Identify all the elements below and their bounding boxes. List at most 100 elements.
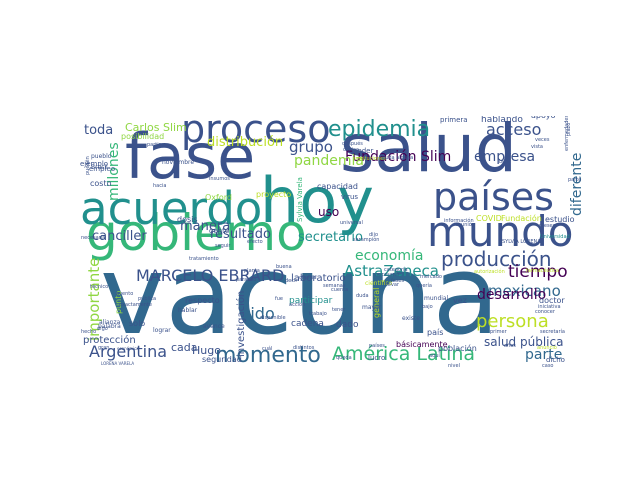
word-sylvia-varela: Sylvia Varela bbox=[296, 177, 304, 222]
word-produccion: producción bbox=[441, 247, 552, 271]
word-mexicano: mexicano bbox=[488, 282, 561, 300]
word-necesaria: necesaria bbox=[81, 235, 106, 241]
word-proyecto: proyecto bbox=[256, 190, 292, 199]
word-covid: COVID bbox=[476, 214, 502, 223]
word-buena: buena bbox=[276, 264, 292, 270]
word-pandemia: pandemia bbox=[294, 153, 364, 169]
word-economia: economía bbox=[355, 248, 424, 264]
word-exactamente: exactamente bbox=[119, 302, 152, 308]
word-hugo: Hugo bbox=[192, 344, 221, 357]
word-poblacion: población bbox=[438, 344, 477, 353]
word-fue: fue bbox=[275, 296, 284, 302]
word-laboratorio: laboratorio bbox=[291, 273, 346, 284]
word-digo: digo bbox=[97, 326, 108, 332]
word-noviembre: noviembre bbox=[162, 159, 195, 166]
word-anos: años bbox=[504, 343, 516, 349]
word-empleo: empleo bbox=[89, 165, 116, 173]
word-efecto: efecto bbox=[247, 239, 263, 245]
word-america-latina: América Latina bbox=[332, 343, 476, 365]
word-alianza: alianza bbox=[99, 319, 121, 326]
word-seguir: seguir bbox=[215, 243, 231, 249]
word-doctor: doctor bbox=[539, 296, 565, 305]
word-canciller: canciller bbox=[92, 229, 147, 244]
word-hablar: hablar bbox=[178, 307, 198, 314]
word-tecnico: técnico bbox=[90, 284, 109, 290]
word-queda: queda bbox=[336, 355, 352, 361]
word-decir: decir bbox=[285, 278, 298, 284]
word-evento: evento bbox=[116, 291, 134, 297]
word-cadena: cadena bbox=[291, 319, 324, 329]
word-clinica: clínica bbox=[343, 147, 359, 153]
word-vacuna: vacuna bbox=[100, 231, 500, 359]
word-reunion: reunión bbox=[456, 222, 475, 228]
word-uso: uso bbox=[318, 205, 340, 219]
word-distribucion: distribución bbox=[207, 135, 284, 150]
word-universidad: Universidad bbox=[540, 234, 570, 240]
word-veces: veces bbox=[535, 137, 550, 143]
word-instituciones: instituciones bbox=[354, 156, 386, 162]
word-dijo: dijo bbox=[369, 232, 379, 238]
word-avance: avance bbox=[203, 323, 225, 330]
word-llevar: llevar bbox=[385, 282, 399, 288]
word-ejemplo: ejemplo bbox=[80, 160, 109, 168]
word-ciencia: ciencia bbox=[299, 275, 317, 281]
word-lograr: lograr bbox=[153, 327, 171, 334]
word-solo: solo bbox=[129, 319, 146, 328]
word-fases: fases bbox=[391, 278, 405, 284]
word-semanas: semanas bbox=[323, 283, 346, 289]
word-fundacion-slim: Fundación Slim bbox=[345, 149, 452, 165]
word-tratamiento: tratamiento bbox=[189, 256, 219, 262]
word-paralelo: paralelo bbox=[236, 277, 257, 283]
word-caso: caso bbox=[542, 363, 554, 369]
word-anuncio: anuncio bbox=[537, 345, 557, 351]
word-palabra: palabra bbox=[98, 323, 121, 330]
word-gran: gran bbox=[98, 345, 110, 351]
word-resultado: resultado bbox=[210, 227, 271, 242]
word-meses: meses bbox=[539, 223, 556, 229]
word-cual: cuál bbox=[262, 346, 273, 352]
word-dado: dado bbox=[336, 320, 359, 330]
word-economica: económica bbox=[117, 346, 139, 351]
word-acuerdo: acuerdo bbox=[80, 182, 263, 235]
word-paises: países bbox=[433, 175, 554, 219]
word-parte: parte bbox=[568, 177, 582, 183]
word-brasil: Brasil bbox=[91, 164, 108, 171]
word-parte: parte bbox=[525, 347, 563, 363]
word-duda: duda bbox=[356, 293, 369, 299]
word-fundacion: Fundación bbox=[501, 214, 542, 223]
word-empresa: empresa bbox=[474, 149, 536, 165]
word-sarampion: sarampión bbox=[353, 237, 380, 243]
word-toda: toda bbox=[84, 123, 114, 138]
word-cientifico: científico bbox=[365, 280, 393, 287]
word-apoyo: apoyo bbox=[531, 116, 556, 120]
word-duda-alguna: duda alguna bbox=[382, 155, 414, 161]
word-categoria: categoría bbox=[384, 267, 408, 273]
word-aqui: aquí bbox=[429, 353, 440, 359]
word-cloud: vacuna fase salud hoy gobierno acuerdo proceso… bbox=[79, 116, 582, 368]
word-conocer: conocer bbox=[535, 309, 555, 315]
word-pueden: pueden bbox=[85, 156, 91, 175]
word-pais: país bbox=[427, 328, 444, 337]
word-salud-publica: salud pública bbox=[484, 335, 564, 349]
word-queria: quería bbox=[416, 283, 432, 289]
word-seguridad: seguridad bbox=[202, 355, 242, 364]
word-necesario: necesario bbox=[375, 272, 400, 278]
word-secretaria: secretaría bbox=[540, 329, 565, 335]
word-diferente: diferente bbox=[569, 152, 582, 216]
word-universal: universal bbox=[340, 220, 363, 226]
word-marcelo-ebrard: MARCELO EBRARD bbox=[136, 266, 285, 285]
word-carlos-slim: Carlos Slim bbox=[125, 121, 187, 134]
word-cada: cada bbox=[171, 341, 198, 354]
word-grupo: grupo bbox=[289, 138, 333, 156]
word-planta: planta bbox=[244, 268, 260, 274]
word-mayor: mayor bbox=[362, 304, 382, 311]
word-oxford: Oxford bbox=[205, 193, 232, 202]
word-basicamente: básicamente bbox=[396, 340, 448, 349]
word-accion: acción bbox=[289, 302, 306, 308]
word-dicho: dicho bbox=[546, 356, 565, 364]
word-estudio: estudio bbox=[545, 215, 575, 224]
word-despues: después bbox=[342, 141, 363, 147]
word-tiempo: tiempo bbox=[508, 262, 568, 282]
word-tener: tener bbox=[332, 307, 346, 313]
word-hecho: hecho bbox=[81, 329, 97, 335]
